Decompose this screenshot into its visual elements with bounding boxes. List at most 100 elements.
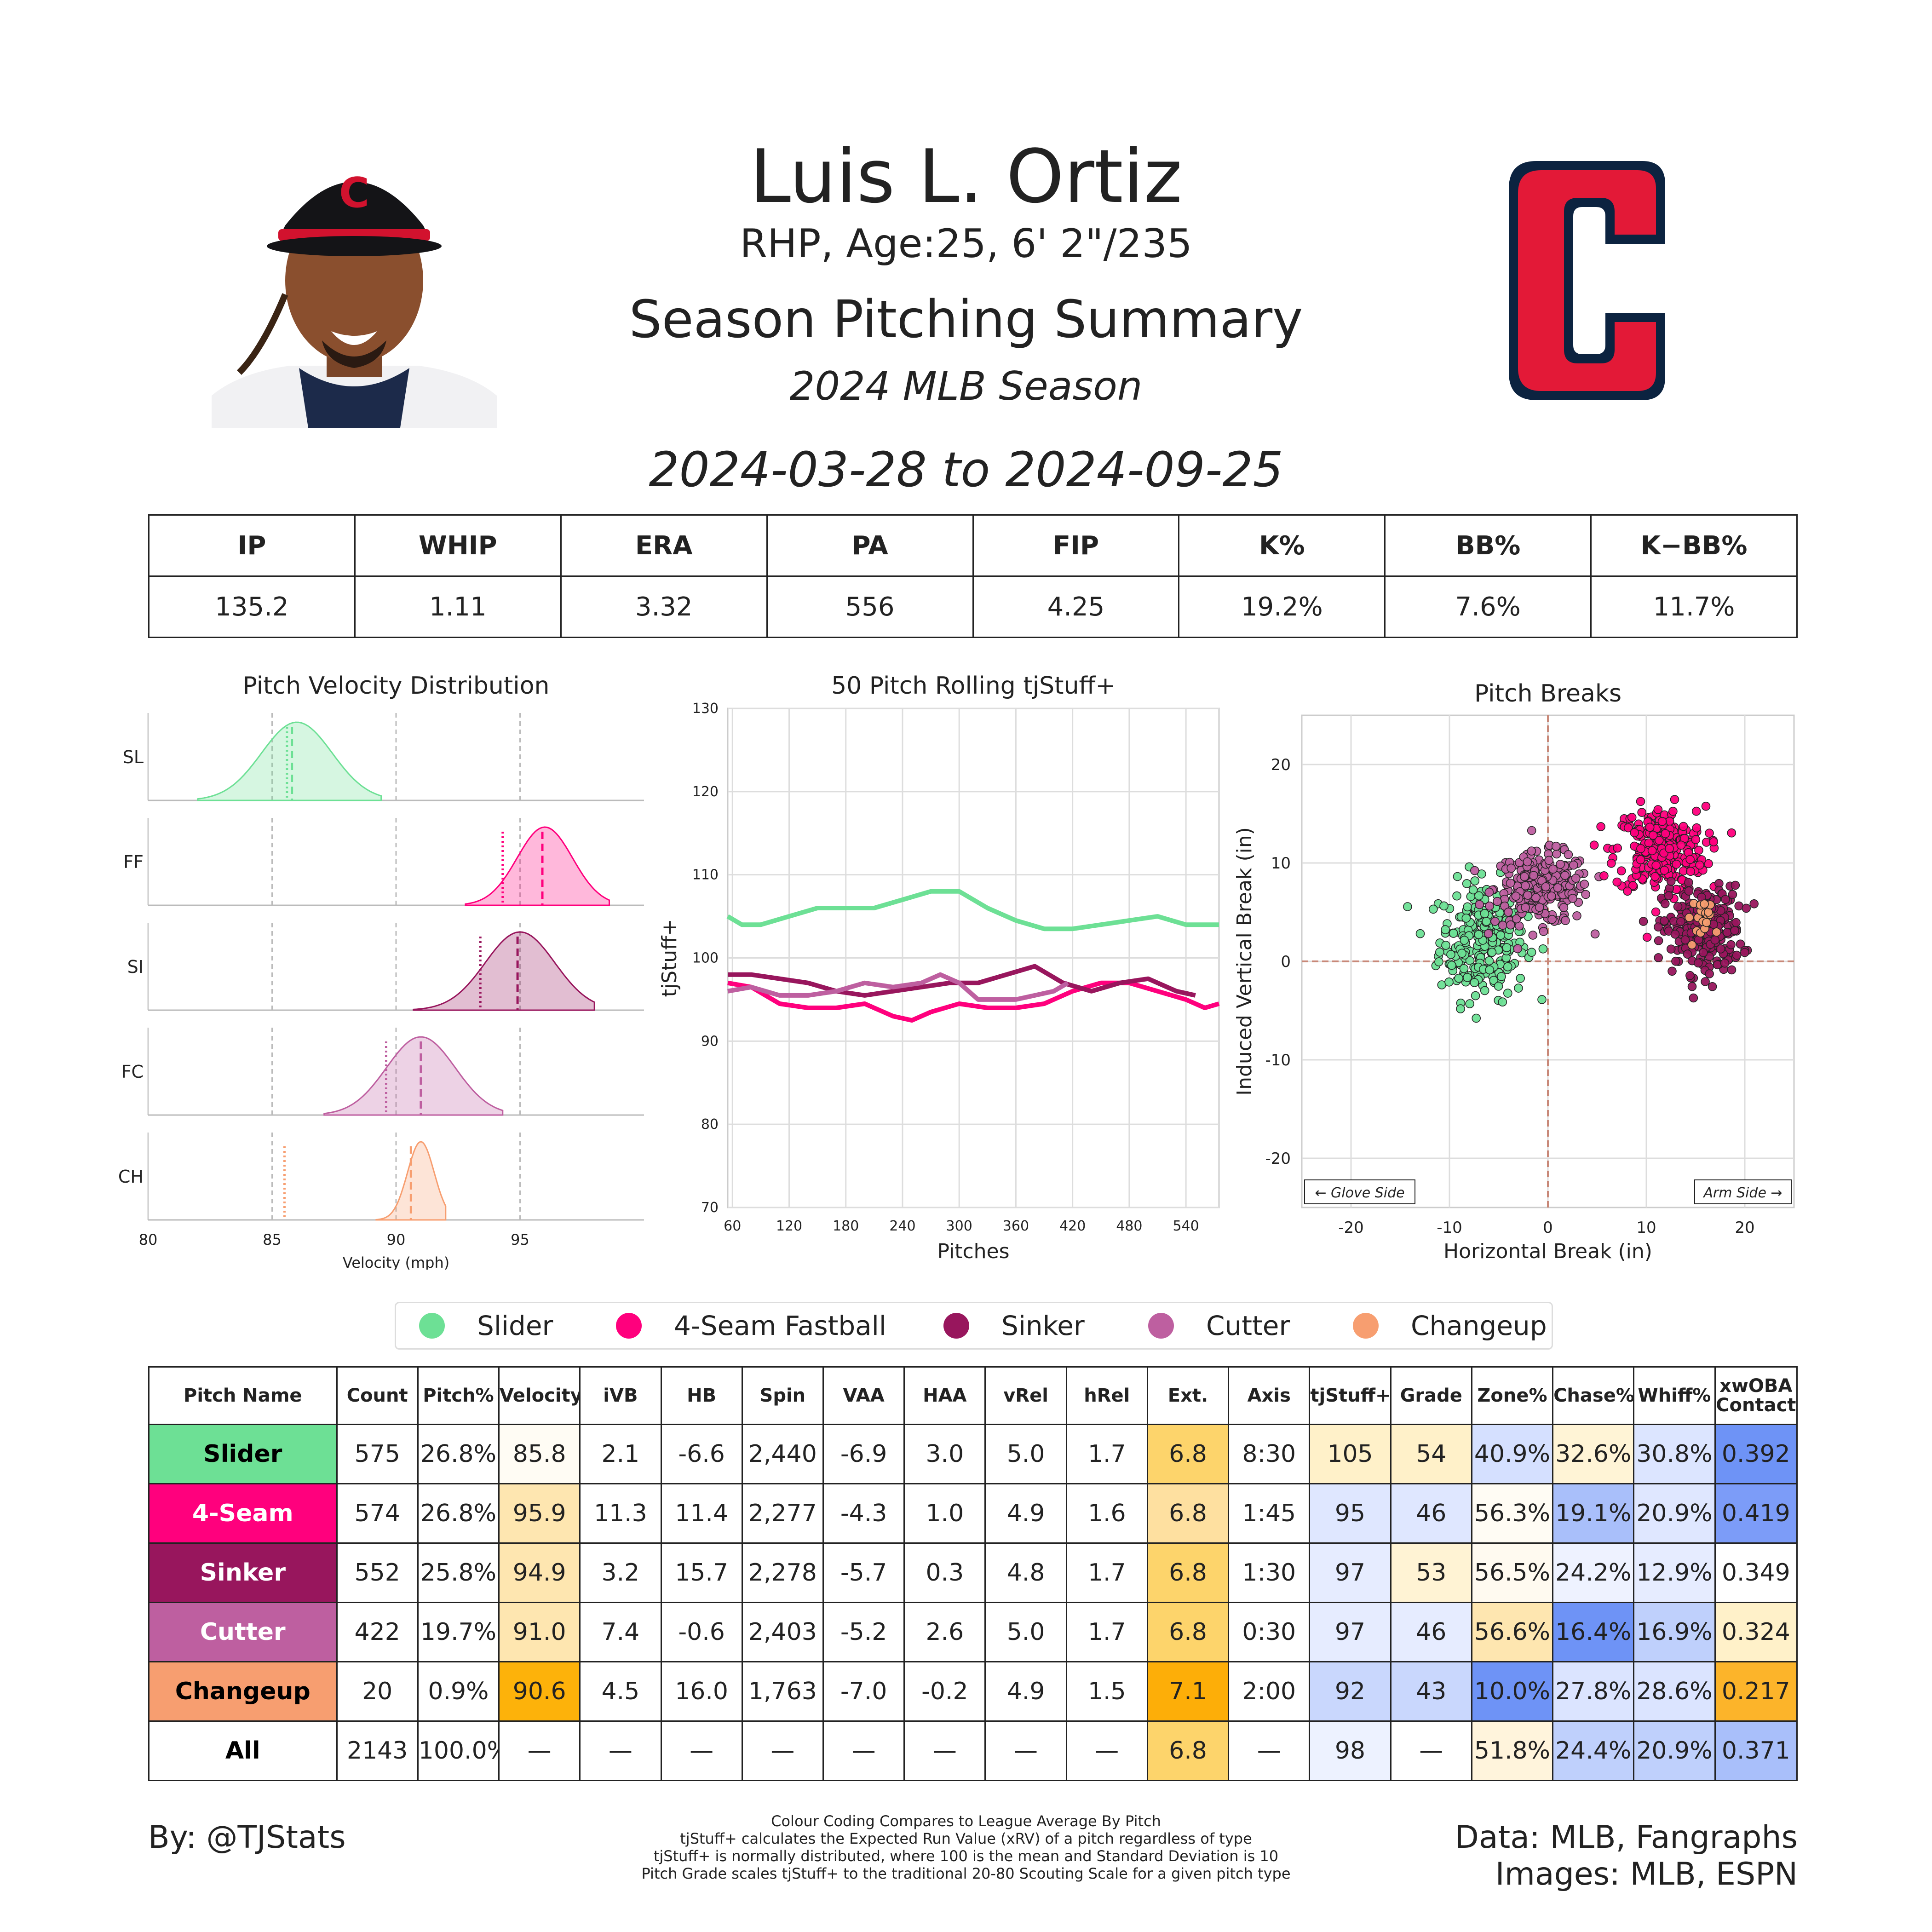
scatter-point [1568, 894, 1577, 903]
scatter-point [1683, 949, 1692, 959]
team-logo [1509, 161, 1665, 400]
scatter-point [1716, 944, 1725, 954]
scatter-point [1687, 940, 1696, 949]
column-header: vRel [984, 1366, 1067, 1425]
y-tick-label: 130 [692, 701, 719, 717]
scatter-point [1709, 837, 1718, 846]
column-header: iVB [579, 1366, 662, 1425]
scatter-point [1480, 909, 1489, 918]
density-curve [413, 931, 595, 1011]
table-cell: -7.0 [822, 1661, 905, 1722]
column-header: HB [660, 1366, 743, 1425]
scatter-point [1671, 956, 1680, 966]
chart-title: Pitch Velocity Distribution [242, 672, 549, 700]
table-cell: 24.4% [1552, 1720, 1635, 1781]
y-axis-label: Induced Vertical Break (in) [1233, 827, 1256, 1096]
y-axis-label: tjStuff+ [658, 919, 681, 997]
annotation-text: ← Glove Side [1315, 1185, 1404, 1201]
scatter-point [1493, 897, 1502, 906]
scatter-point [1439, 901, 1449, 911]
scatter-point [1742, 903, 1751, 913]
density-curve [197, 721, 382, 801]
stat-header: IP [148, 514, 356, 577]
x-tick-label: 300 [946, 1218, 972, 1234]
table-cell: 92 [1309, 1661, 1392, 1722]
stat-value: 1.11 [354, 575, 562, 638]
scatter-point [1704, 908, 1713, 917]
scatter-point [1731, 880, 1740, 890]
table-row: Slider 575 26.8% 85.8 2.1 -6.6 2,440 -6.9 3.0 5.0… [148, 1424, 1798, 1484]
legend-item-slider: Slider [419, 1303, 553, 1348]
scatter-point [1710, 935, 1720, 945]
table-cell: 2,403 [741, 1602, 824, 1662]
table-cell: 95.9 [498, 1483, 581, 1544]
row-label: FC [121, 1062, 144, 1082]
table-cell: 20.9% [1633, 1483, 1716, 1544]
scatter-point [1548, 864, 1558, 874]
pitch-name-cell: Changeup [148, 1661, 338, 1722]
scatter-point [1490, 917, 1500, 926]
scatter-point [1547, 891, 1556, 901]
table-cell: 16.9% [1633, 1602, 1716, 1662]
scatter-point [1612, 877, 1622, 887]
scatter-point [1627, 812, 1637, 822]
scatter-point [1523, 891, 1532, 900]
pitch-breaks-chart: Pitch Breaks -20 -10 0 10 20 -20 -10 0 10 20 Horizo… [1233, 680, 1795, 1263]
table-cell: 51.8% [1471, 1720, 1554, 1781]
scatter-point [1650, 872, 1660, 881]
stat-value: 135.2 [148, 575, 356, 638]
table-cell: 7.4 [579, 1602, 662, 1662]
table-cell: — [579, 1720, 662, 1781]
table-cell: 26.8% [417, 1424, 500, 1484]
pitch-name-cell: Sinker [148, 1542, 338, 1603]
rolling-tjstuff-chart: 50 Pitch Rolling tjStuff+ 60 120 180 240 300 3… [658, 672, 1220, 1263]
scatter-point [1648, 830, 1658, 840]
table-cell: 28.6% [1633, 1661, 1716, 1722]
svg-text:C: C [339, 169, 369, 217]
scatter-point [1661, 829, 1670, 839]
table-cell: 8:30 [1228, 1424, 1311, 1484]
scatter-point [1527, 846, 1536, 856]
table-cell: 46 [1390, 1602, 1472, 1662]
scatter-point [1628, 881, 1638, 891]
table-cell: 2,278 [741, 1542, 824, 1603]
pitch-name-cell: 4-Seam [148, 1483, 338, 1544]
scatter-point [1520, 872, 1529, 881]
scatter-point [1749, 899, 1759, 908]
stat-header: K% [1178, 514, 1386, 577]
x-tick-label: 360 [1003, 1218, 1029, 1234]
scatter-point [1447, 960, 1456, 970]
scatter-point [1670, 929, 1680, 939]
table-cell: 46 [1390, 1483, 1472, 1544]
scatter-point [1685, 855, 1695, 864]
scatter-point [1680, 935, 1690, 945]
velocity-distribution-chart: Pitch Velocity Distribution SL FF SI FC CH 80 8… [118, 672, 644, 1270]
table-cell: 24.2% [1552, 1542, 1635, 1603]
chart-title: Pitch Breaks [1474, 680, 1622, 707]
scatter-point [1687, 982, 1697, 991]
scatter-point [1636, 797, 1645, 806]
table-cell: 3.2 [579, 1542, 662, 1603]
stat-header: K−BB% [1590, 514, 1798, 577]
x-tick-label: -10 [1437, 1219, 1462, 1237]
table-cell: 1.5 [1065, 1661, 1148, 1722]
stat-value: 4.25 [972, 575, 1180, 638]
table-cell: 2.6 [903, 1602, 986, 1662]
scatter-point [1497, 972, 1506, 981]
scatter-point [1730, 926, 1739, 935]
x-tick-label: 540 [1173, 1218, 1199, 1234]
scatter-point [1474, 930, 1484, 939]
scatter-point [1712, 927, 1721, 937]
column-header: Zone% [1471, 1366, 1554, 1425]
table-cell: 11.3 [579, 1483, 662, 1544]
table-cell: 54 [1390, 1424, 1472, 1484]
scatter-point [1668, 806, 1678, 816]
x-axis-label: Velocity (mph) [343, 1254, 449, 1270]
table-cell: 32.6% [1552, 1424, 1635, 1484]
scatter-point [1459, 964, 1469, 973]
scatter-point [1556, 860, 1565, 869]
stat-value: 556 [766, 575, 974, 638]
scatter-point [1691, 806, 1701, 816]
scatter-point [1465, 999, 1474, 1008]
y-tick-label: 80 [701, 1116, 719, 1133]
